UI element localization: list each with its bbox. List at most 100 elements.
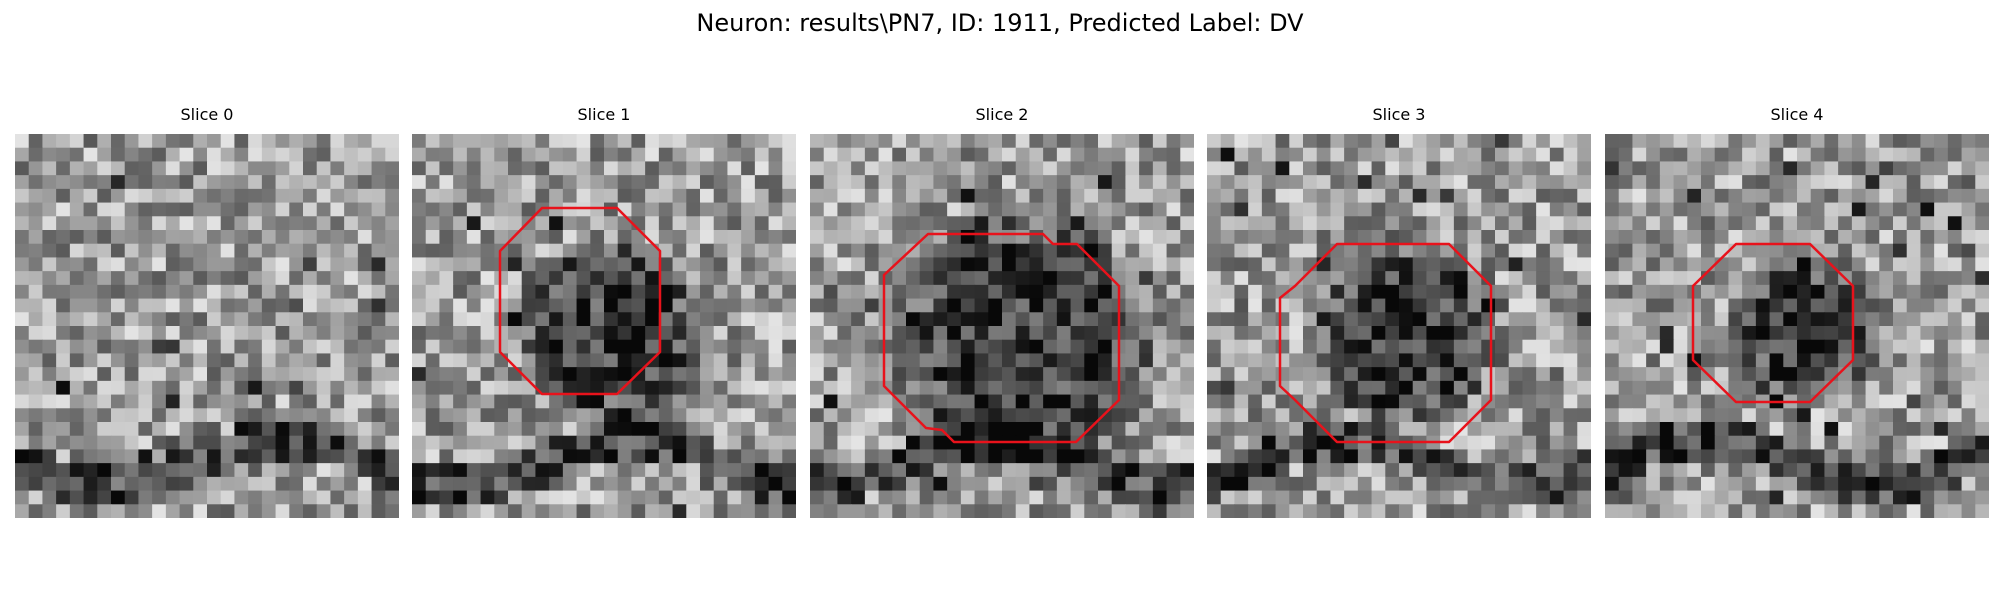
image-pixel xyxy=(1248,504,1263,518)
image-pixel xyxy=(1797,161,1812,176)
image-pixel xyxy=(289,257,304,272)
image-pixel xyxy=(494,339,509,355)
image-pixel xyxy=(1934,243,1949,259)
image-pixel xyxy=(617,463,633,478)
image-pixel xyxy=(1920,298,1935,313)
image-pixel xyxy=(1934,134,1949,149)
image-pixel xyxy=(1180,422,1194,437)
image-pixel xyxy=(810,230,825,245)
image-pixel xyxy=(494,449,509,464)
image-pixel xyxy=(672,367,687,382)
image-pixel xyxy=(1330,216,1345,231)
image-pixel xyxy=(549,284,564,300)
image-pixel xyxy=(1316,202,1332,217)
image-pixel xyxy=(1920,476,1935,492)
image-pixel xyxy=(754,463,770,478)
image-pixel xyxy=(494,202,509,217)
image-pixel xyxy=(1934,476,1949,492)
image-pixel xyxy=(1563,230,1578,245)
image-pixel xyxy=(754,449,770,464)
image-pixel xyxy=(1248,435,1263,451)
image-pixel xyxy=(741,243,756,259)
image-pixel xyxy=(1220,298,1236,313)
image-pixel xyxy=(631,147,646,163)
image-pixel xyxy=(1605,243,1620,259)
image-pixel xyxy=(480,476,495,492)
image-pixel xyxy=(1166,394,1181,409)
image-pixel xyxy=(1893,257,1908,272)
image-pixel xyxy=(425,353,441,368)
image-pixel xyxy=(1865,257,1880,272)
image-pixel xyxy=(590,175,605,190)
image-pixel xyxy=(713,230,729,245)
image-pixel xyxy=(535,188,550,204)
image-pixel xyxy=(152,175,167,190)
image-pixel xyxy=(1920,380,1935,396)
image-pixel xyxy=(1467,134,1482,149)
image-pixel xyxy=(1632,284,1647,300)
image-pixel xyxy=(165,271,181,286)
image-pixel xyxy=(576,312,591,327)
image-pixel xyxy=(549,257,564,272)
image-pixel xyxy=(1248,161,1263,176)
image-pixel xyxy=(535,353,550,368)
image-pixel xyxy=(851,476,866,492)
image-pixel xyxy=(617,367,633,382)
image-pixel xyxy=(768,326,783,341)
image-pixel xyxy=(1303,271,1318,286)
image-pixel xyxy=(878,339,893,355)
image-pixel xyxy=(42,175,57,190)
image-pixel xyxy=(179,134,194,149)
image-pixel xyxy=(303,312,318,327)
image-pixel xyxy=(28,257,44,272)
image-pixel xyxy=(1015,243,1031,259)
image-pixel xyxy=(741,504,756,518)
image-pixel xyxy=(316,408,332,423)
image-pixel xyxy=(1084,422,1099,437)
image-pixel xyxy=(1234,312,1249,327)
image-pixel xyxy=(864,230,880,245)
image-pixel xyxy=(562,243,578,259)
image-pixel xyxy=(1043,408,1058,423)
image-pixel xyxy=(138,367,153,382)
image-pixel xyxy=(275,476,290,492)
image-pixel xyxy=(1508,216,1524,231)
image-pixel xyxy=(604,134,619,149)
image-pixel xyxy=(1220,463,1236,478)
image-pixel xyxy=(1605,202,1620,217)
image-pixel xyxy=(1577,175,1591,190)
image-pixel xyxy=(1098,380,1113,396)
image-pixel xyxy=(741,161,756,176)
image-pixel xyxy=(837,435,852,451)
image-pixel xyxy=(1838,394,1853,409)
image-pixel xyxy=(1029,230,1044,245)
image-pixel xyxy=(700,463,715,478)
image-pixel xyxy=(1357,312,1373,327)
image-pixel xyxy=(892,422,907,437)
image-pixel xyxy=(425,134,441,149)
image-pixel xyxy=(521,161,537,176)
image-pixel xyxy=(56,463,71,478)
image-pixel xyxy=(1646,271,1661,286)
image-pixel xyxy=(124,435,140,451)
image-pixel xyxy=(878,394,893,409)
image-pixel xyxy=(1536,271,1551,286)
image-pixel xyxy=(69,284,85,300)
image-pixel xyxy=(974,326,989,341)
image-pixel xyxy=(535,408,550,423)
image-pixel xyxy=(1098,202,1113,217)
image-pixel xyxy=(1207,134,1222,149)
image-pixel xyxy=(1344,463,1359,478)
image-pixel xyxy=(1207,175,1222,190)
image-pixel xyxy=(357,339,373,355)
image-pixel xyxy=(1797,435,1812,451)
image-pixel xyxy=(1522,380,1537,396)
image-pixel xyxy=(1934,394,1949,409)
image-pixel xyxy=(466,161,482,176)
image-pixel xyxy=(1797,312,1812,327)
image-pixel xyxy=(124,147,140,163)
image-pixel xyxy=(412,216,427,231)
image-pixel xyxy=(1316,353,1332,368)
image-pixel xyxy=(248,216,263,231)
image-pixel xyxy=(837,202,852,217)
